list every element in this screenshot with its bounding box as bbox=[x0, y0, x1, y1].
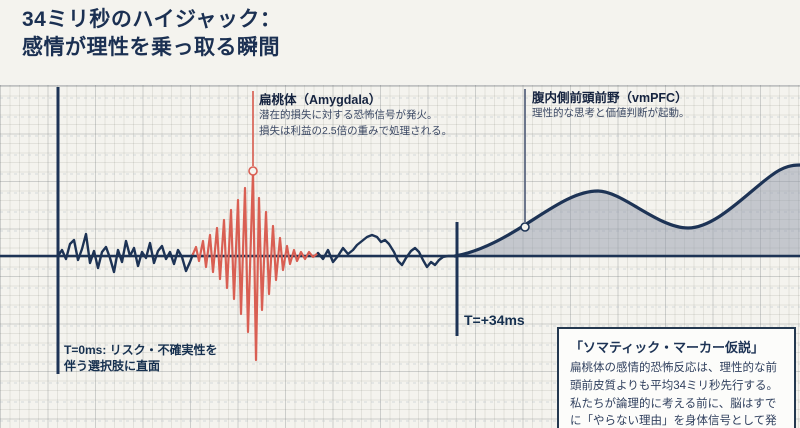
t0-label-line1: T=0ms: リスク・不確実性を bbox=[64, 343, 218, 357]
page-title-line1: 34ミリ秒のハイジャック： bbox=[22, 8, 282, 31]
vmpfc-annotation-heading: 腹内側前頭前野（vmPFC） bbox=[532, 91, 688, 105]
somatic-marker-info-box: 「ソマティック・マーカー仮説」 扁桃体の感情的恐怖反応は、理性的な前頭前皮質より… bbox=[557, 327, 796, 428]
t0-label-line2: 伴う選択肢に直面 bbox=[64, 359, 161, 374]
info-box-title: 「ソマティック・マーカー仮説」 bbox=[570, 340, 764, 355]
page-title: 34ミリ秒のハイジャック： 感情が理性を乗っ取る瞬間 bbox=[22, 6, 281, 62]
amygdala-annotation-body-line2: 損失は利益の2.5倍の重みで処理される。 bbox=[259, 125, 453, 137]
amygdala-annotation-heading: 扁桃体（Amygdala） bbox=[259, 93, 382, 107]
vmpfc-annotation: 腹内側前頭前野（vmPFC） 理性的な思考と価値判断が起動。 bbox=[532, 90, 690, 122]
t34-label: T=+34ms bbox=[464, 312, 525, 328]
page-title-line2: 感情が理性を乗っ取る瞬間 bbox=[22, 36, 280, 60]
t0-label: T=0ms: リスク・不確実性を 伴う選択肢に直面 bbox=[64, 342, 217, 374]
info-box-body: 扁桃体の感情的恐怖反応は、理性的な前頭前皮質よりも平均34ミリ秒先行する。私たち… bbox=[570, 362, 779, 428]
amygdala-annotation: 扁桃体（Amygdala） 潜在的損失に対する恐怖信号が発火。 損失は利益の2.… bbox=[259, 92, 452, 140]
amygdala-annotation-body-line1: 潜在的損失に対する恐怖信号が発火。 bbox=[259, 109, 438, 122]
vmpfc-annotation-body: 理性的な思考と価値判断が起動。 bbox=[532, 107, 690, 120]
